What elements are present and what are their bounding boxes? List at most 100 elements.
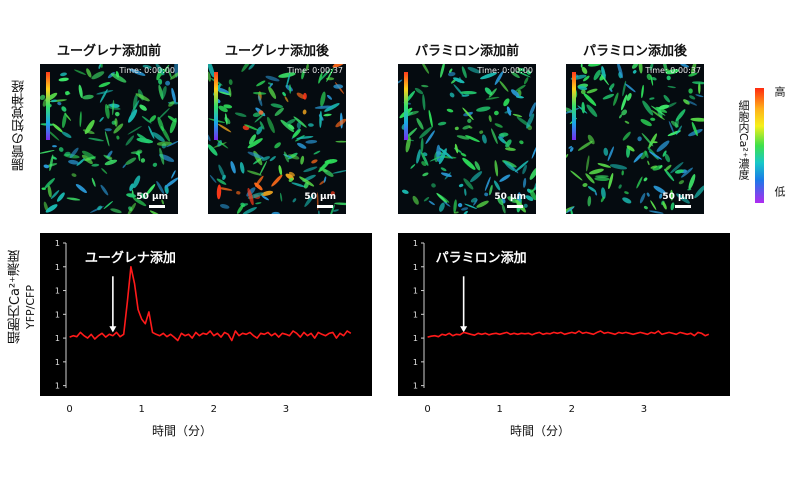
chart-panel-euglena: 11111111ユーグレナ添加 [40,215,372,396]
cell-mark [428,200,435,206]
scale-bar [317,205,333,208]
cell-mark [587,186,597,193]
cell-mark [296,122,301,129]
cell-mark [126,193,137,198]
cell-mark [261,195,270,201]
cell-mark [335,118,346,128]
cell-mark [586,104,598,117]
cell-mark [259,121,265,130]
cell-mark [506,106,512,116]
cell-mark [247,187,254,206]
cell-mark [252,112,261,118]
cell-mark [687,188,692,191]
cell-mark [318,210,320,214]
cell-mark [624,83,636,93]
cell-mark [308,123,314,127]
micrograph-paramylon-before: Time: 0:00:00 50 µm [398,64,536,214]
cell-mark [462,157,476,170]
cell-mark [659,193,663,199]
cell-mark [522,177,527,188]
cell-mark [632,69,637,74]
y-tick-label: 1 [55,239,60,248]
cell-mark [456,135,470,140]
cell-mark [484,176,491,191]
cell-mark [302,109,307,115]
cell-mark [136,133,150,144]
cell-mark [52,145,57,148]
line-chart-paramylon: 11111111パラミロン添加 [413,215,710,391]
cell-mark [91,177,96,187]
cell-mark [622,131,631,141]
cell-mark [104,103,110,119]
cell-mark [49,154,54,172]
line-chart-euglena: 11111111ユーグレナ添加 [55,215,352,391]
cell-mark [152,132,165,142]
cell-mark [648,210,664,214]
cell-mark [454,143,459,154]
micrograph-euglena-after: Time: 0:00:37 50 µm [208,64,346,214]
cell-mark [416,117,424,130]
cell-mark [109,103,120,108]
cell-mark [675,125,683,136]
cell-mark [489,184,493,196]
cell-mark [252,91,267,95]
cell-mark [664,164,672,172]
cell-mark [473,199,478,206]
cell-mark [609,164,628,170]
cell-mark [169,117,177,134]
cell-mark [619,114,623,119]
cell-mark [659,164,663,169]
cell-mark [127,202,136,214]
cell-mark [497,197,504,206]
cell-mark [254,113,266,123]
cell-mark [453,77,465,84]
cell-mark [621,94,628,111]
cell-mark [332,169,346,174]
cell-mark [218,91,231,96]
cell-mark [236,204,244,214]
cell-mark [50,99,57,103]
cell-mark [261,156,271,161]
cell-mark [218,164,225,179]
cell-mark [449,68,453,74]
scale-bar [507,205,523,208]
cell-mark [140,158,146,163]
cell-mark [335,140,346,143]
cell-mark [305,64,309,71]
cell-mark [256,80,266,87]
cell-mark [650,105,666,116]
cell-mark [156,141,173,146]
cell-mark [98,64,101,69]
cell-mark [515,70,531,78]
cell-mark [688,72,698,77]
cell-mark [224,116,231,125]
cell-mark [491,128,498,145]
cell-mark [314,105,333,109]
cell-mark [104,131,110,147]
cell-mark [258,110,264,115]
series-line [69,265,352,342]
cell-mark [242,207,257,214]
cell-mark [291,182,306,188]
time-label: Time: 0:00:00 [477,66,533,75]
annotation-label: パラミロン添加 [436,250,527,266]
cell-mark [577,85,588,91]
cell-mark [464,188,467,196]
cell-mark [689,95,696,100]
cell-mark [570,208,574,214]
cell-mark [519,140,524,145]
cell-mark [241,64,252,72]
cell-mark [278,164,283,176]
cell-mark [269,156,276,162]
mini-colorbar [46,72,50,140]
cell-mark [534,181,536,191]
cell-mark [468,126,473,129]
cell-mark [246,170,262,176]
cell-mark [658,104,670,110]
cell-mark [493,180,501,191]
cell-mark [569,147,574,152]
cell-mark [166,140,178,148]
cell-mark [641,133,654,147]
cell-mark [457,202,463,208]
cell-mark [318,72,323,84]
